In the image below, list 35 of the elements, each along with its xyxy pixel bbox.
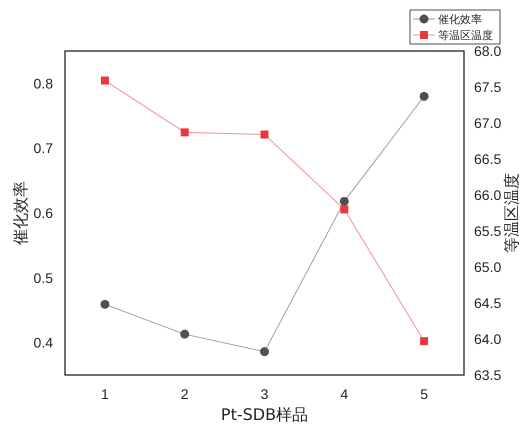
y2-tick-label: 65.5: [474, 223, 502, 239]
y2-tick-label: 67.0: [474, 115, 502, 131]
point: [100, 300, 110, 309]
x-tick-label: 2: [180, 386, 189, 402]
x-axis-title: Pt-SDB样品: [220, 405, 308, 424]
y-tick-label: 0.8: [34, 75, 54, 92]
point: [180, 330, 190, 339]
point: [340, 205, 348, 214]
y2-tick-label: 66.0: [474, 187, 502, 203]
point: [340, 196, 349, 206]
y-tick-label: 0.5: [34, 270, 54, 286]
x-tick-label: 1: [101, 386, 109, 402]
point: [420, 337, 428, 346]
y-tick-label: 0.6: [34, 205, 54, 221]
y2-tick-label: 64.5: [474, 295, 502, 311]
x-tick-label: 4: [340, 386, 348, 402]
point: [260, 347, 269, 356]
y2-tick-label: 67.5: [474, 79, 502, 95]
y2-tick-label: 66.5: [474, 151, 502, 167]
y2-axis-title: 等温区温度: [502, 173, 521, 253]
point: [420, 92, 429, 101]
x-tick-label: 5: [420, 386, 428, 402]
y2-tick-label: 64.0: [474, 331, 502, 347]
x-tick-label: 3: [260, 386, 269, 402]
point: [260, 130, 268, 139]
legend-label: 等温区温度: [438, 29, 493, 42]
legend-label: 催化效率: [438, 13, 482, 26]
point: [100, 76, 109, 85]
y-tick-label: 0.4: [34, 334, 54, 351]
y2-tick-label: 68.0: [474, 43, 502, 59]
y2-tick-label: 63.5: [474, 367, 502, 383]
y2-tick-label: 65.0: [474, 259, 502, 275]
y-axis-title: 催化效率: [11, 181, 30, 245]
y-tick-label: 0.7: [34, 140, 54, 156]
point: [180, 128, 189, 136]
